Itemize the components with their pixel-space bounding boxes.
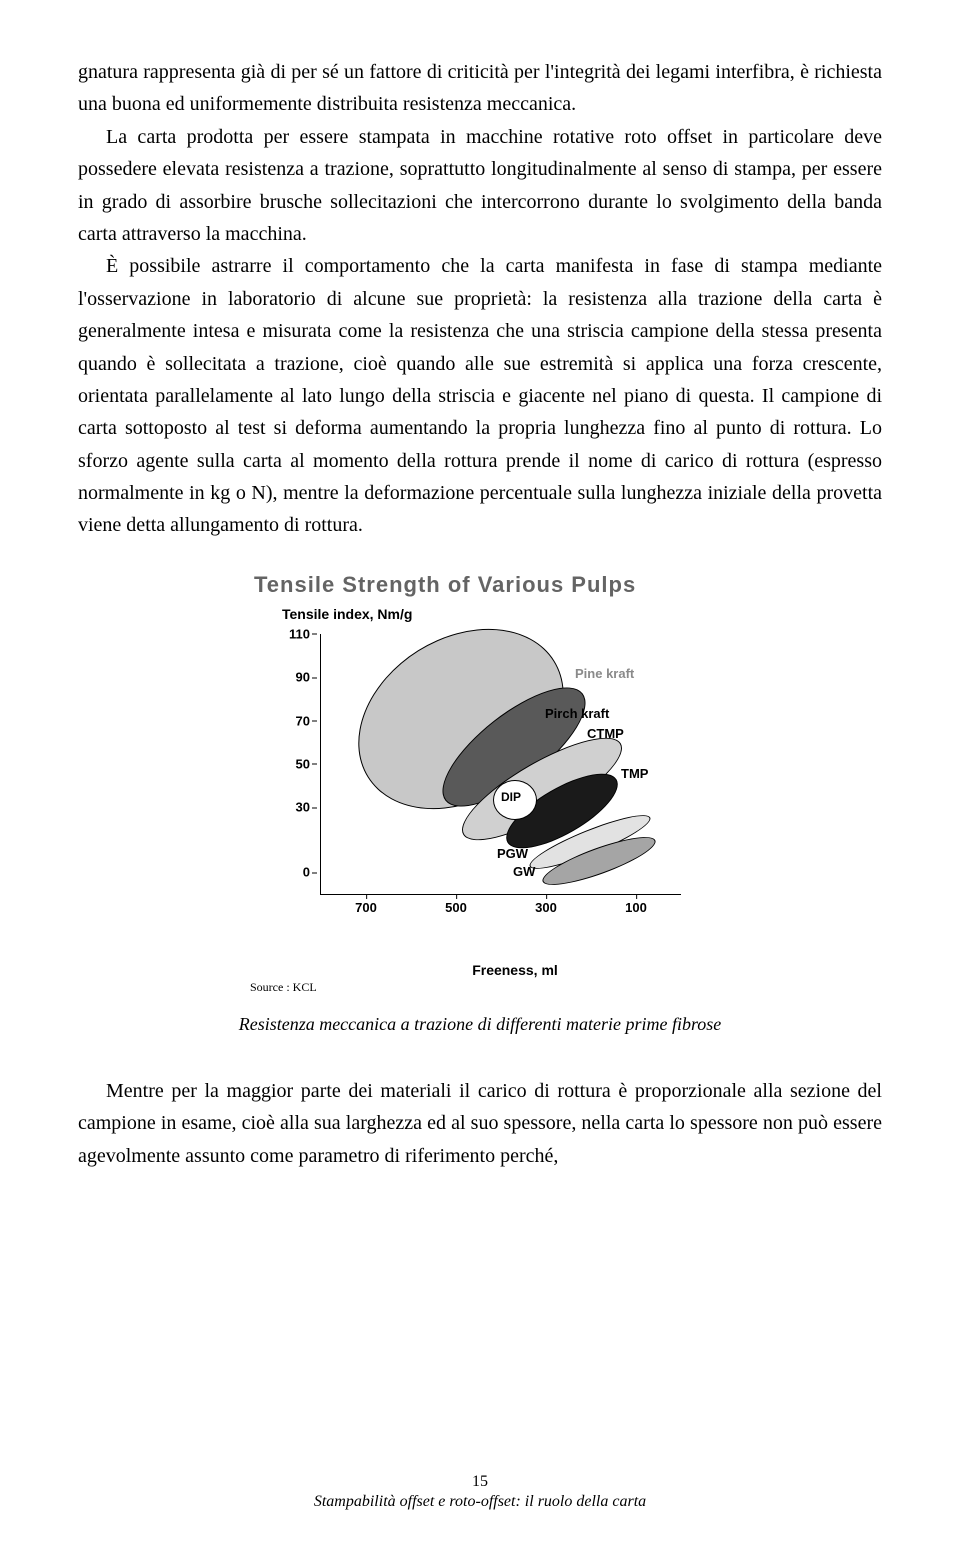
x-tick: 300 <box>535 894 557 915</box>
chart-source: Source : KCL <box>250 980 710 995</box>
x-tick: 100 <box>625 894 647 915</box>
chart-title: Tensile Strength of Various Pulps <box>254 572 710 598</box>
label-pine-kraft: Pine kraft <box>575 666 634 681</box>
figure-container: Tensile Strength of Various Pulps Tensil… <box>78 572 882 996</box>
label-dip: DIP <box>501 790 521 804</box>
page-number: 15 <box>0 1473 960 1491</box>
paragraph-2: La carta prodotta per essere stampata in… <box>78 121 882 251</box>
label-tmp: TMP <box>621 766 648 781</box>
y-axis-label: Tensile index, Nm/g <box>282 606 710 622</box>
label-pgw: PGW <box>497 846 528 861</box>
x-tick: 700 <box>355 894 377 915</box>
paragraph-1: gnatura rappresenta già di per sé un fat… <box>78 56 882 121</box>
label-pirch-kraft: Pirch kraft <box>545 706 609 721</box>
y-tick: 110 <box>250 626 320 641</box>
x-axis-label: Freeness, ml <box>320 962 710 978</box>
y-tick: 90 <box>250 670 320 685</box>
paragraph-3: È possibile astrarre il comportamento ch… <box>78 250 882 542</box>
paragraph-4: Mentre per la maggior parte dei material… <box>78 1075 882 1172</box>
footer-title: Stampabilità offset e roto-offset: il ru… <box>314 1493 646 1510</box>
body-text-block-2: Mentre per la maggior parte dei material… <box>78 1075 882 1172</box>
figure-caption: Resistenza meccanica a trazione di diffe… <box>78 1014 882 1035</box>
tensile-chart: Tensile Strength of Various Pulps Tensil… <box>250 572 710 995</box>
y-tick: 50 <box>250 756 320 771</box>
plot-region: Pine kraft Pirch kraft CTMP TMP DIP PGW … <box>320 634 681 895</box>
chart-plot-area: Pine kraft Pirch kraft CTMP TMP DIP PGW … <box>250 624 710 934</box>
y-tick: 30 <box>250 800 320 815</box>
page-footer: 15 Stampabilità offset e roto-offset: il… <box>0 1473 960 1511</box>
label-gw: GW <box>513 864 535 879</box>
label-ctmp: CTMP <box>587 726 624 741</box>
x-tick: 500 <box>445 894 467 915</box>
y-tick: 0 <box>250 865 320 880</box>
y-tick: 70 <box>250 713 320 728</box>
body-text-block: gnatura rappresenta già di per sé un fat… <box>78 56 882 542</box>
